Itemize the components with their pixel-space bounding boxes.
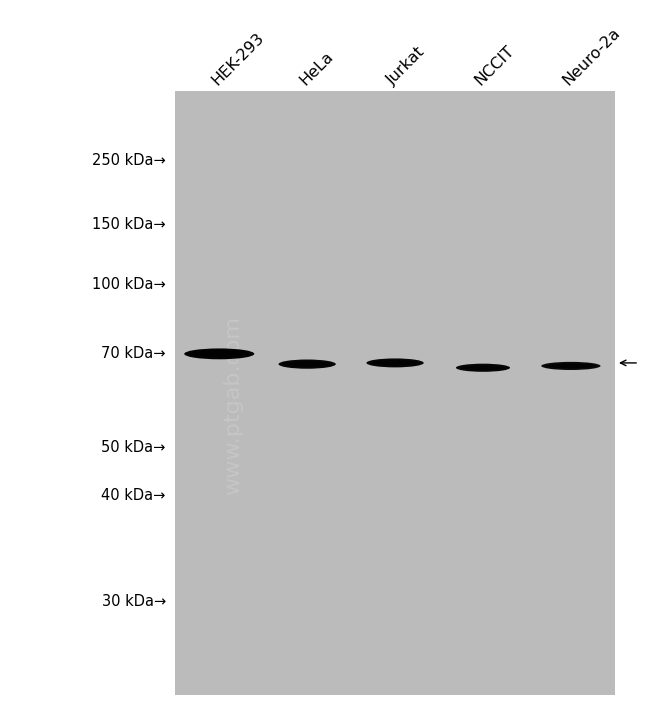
Ellipse shape (283, 362, 332, 367)
Ellipse shape (541, 362, 601, 370)
Text: 40 kDa→: 40 kDa→ (101, 488, 166, 503)
Text: HEK-293: HEK-293 (209, 30, 266, 88)
Ellipse shape (190, 351, 249, 357)
Text: Jurkat: Jurkat (384, 44, 428, 88)
Ellipse shape (367, 359, 424, 367)
Text: Neuro-2a: Neuro-2a (560, 24, 623, 88)
Text: HeLa: HeLa (296, 49, 336, 88)
Text: 50 kDa→: 50 kDa→ (101, 440, 166, 455)
Text: 150 kDa→: 150 kDa→ (92, 217, 166, 231)
Ellipse shape (184, 349, 254, 359)
Text: 250 kDa→: 250 kDa→ (92, 153, 166, 168)
Ellipse shape (456, 364, 510, 372)
Text: 70 kDa→: 70 kDa→ (101, 347, 166, 362)
Text: 100 kDa→: 100 kDa→ (92, 277, 166, 292)
Ellipse shape (278, 359, 336, 369)
Bar (176, 92, 615, 695)
Ellipse shape (460, 365, 506, 370)
Ellipse shape (546, 364, 596, 368)
Text: www.ptgab.com: www.ptgab.com (223, 316, 242, 495)
Ellipse shape (370, 360, 419, 365)
Text: NCCIT: NCCIT (473, 42, 517, 88)
Text: 30 kDa→: 30 kDa→ (101, 594, 166, 609)
